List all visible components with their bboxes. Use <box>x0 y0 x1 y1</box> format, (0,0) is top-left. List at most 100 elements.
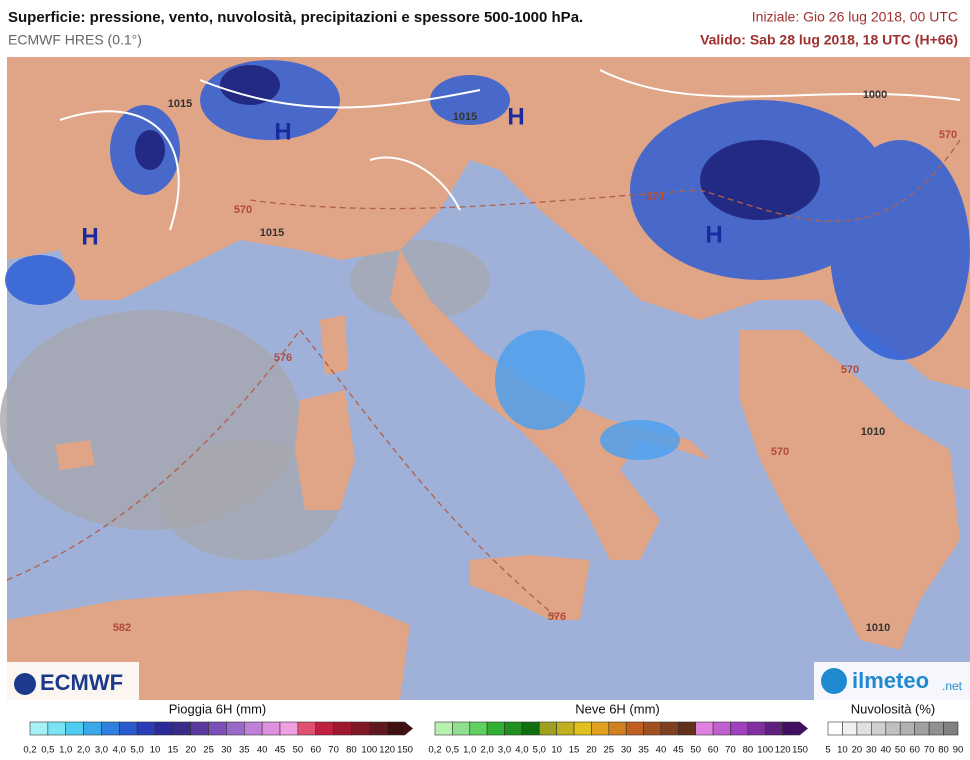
thickness-lines <box>6 139 961 621</box>
isobars <box>59 69 961 231</box>
contour-label: 1015 <box>168 98 192 110</box>
high-pressure-label: H <box>274 118 291 145</box>
contour-label: 1010 <box>861 426 885 438</box>
legend-tick-label: 120 <box>379 745 395 756</box>
logo-icon <box>821 668 847 694</box>
legend-tick-label: 150 <box>397 745 413 756</box>
land-greece <box>740 330 960 650</box>
land-sardinia <box>295 390 355 510</box>
legend-tick-label: 90 <box>953 745 964 756</box>
legend-swatch <box>914 721 930 736</box>
legend-swatch <box>856 721 872 736</box>
cloud <box>160 440 340 560</box>
legend-swatch <box>573 721 592 736</box>
legend-swatch <box>83 721 102 736</box>
logo-icon <box>14 673 36 695</box>
legend-tick-label: 40 <box>880 745 891 756</box>
legend-swatch <box>556 721 575 736</box>
legend-swatch <box>764 721 783 736</box>
legend-tick-label: 120 <box>775 745 791 756</box>
legend-tick-label: 20 <box>586 745 597 756</box>
legend-swatch <box>243 721 263 736</box>
legend-tick-label: 60 <box>909 745 920 756</box>
legend-tick-label: 50 <box>895 745 906 756</box>
legend-tick-label: 4,0 <box>515 745 528 756</box>
legend-tick-label: 2,0 <box>481 745 494 756</box>
legend-title: Nuvolosità (%) <box>851 701 936 716</box>
legend-tick-label: 50 <box>690 745 701 756</box>
contour-label: 1010 <box>866 622 890 634</box>
legend-tick-label: 70 <box>924 745 935 756</box>
legend-swatch <box>591 721 610 736</box>
legend-swatch <box>521 721 540 736</box>
legend-swatch <box>297 721 317 736</box>
contour-label: 570 <box>234 204 252 216</box>
legend-tick-label: 45 <box>275 745 286 756</box>
legend-swatch <box>434 721 453 736</box>
legend-swatch <box>608 721 627 736</box>
legend-tick-label: 0,5 <box>41 745 54 756</box>
contour-label: 1015 <box>260 227 284 239</box>
legend-swatch <box>154 721 174 736</box>
legend-swatch <box>643 721 662 736</box>
legend-tick-label: 15 <box>569 745 580 756</box>
legend-swatch <box>29 721 49 736</box>
legend-swatch <box>827 721 843 736</box>
legend-tick-label: 35 <box>638 745 649 756</box>
legend-swatch <box>333 721 352 736</box>
legend-tick-label: 0,5 <box>446 745 459 756</box>
legend-tick-label: 40 <box>656 745 667 756</box>
legend-tick-label: 1,0 <box>463 745 476 756</box>
heavy-precipitation <box>135 65 820 220</box>
cloud <box>350 240 490 320</box>
legend-tick-label: 40 <box>257 745 268 756</box>
precipitation <box>5 60 970 460</box>
legend-arrow <box>800 722 808 735</box>
legend-swatch <box>47 721 67 736</box>
legend-swatch <box>504 721 523 736</box>
legend-swatch <box>678 721 697 736</box>
legend-swatch <box>118 721 138 736</box>
legend-tick-label: 25 <box>604 745 615 756</box>
contour-label: 570 <box>939 129 957 141</box>
contour-label: 576 <box>274 352 292 364</box>
contour-label: 570 <box>771 446 789 458</box>
logo-ilmeteo: ilmeteo <box>852 668 929 693</box>
contour-label: 1000 <box>863 89 887 101</box>
valid-time: Valido: Sab 28 lug 2018, 18 UTC (H+66) <box>700 32 958 48</box>
legend-swatch <box>712 721 731 736</box>
legend-swatch <box>368 721 388 736</box>
legend-tick-label: 60 <box>310 745 321 756</box>
legend-tick-label: 80 <box>938 745 949 756</box>
legend-swatch <box>538 721 557 736</box>
contour-label: 570 <box>646 191 664 203</box>
legend-tick-label: 50 <box>293 745 304 756</box>
legend-title: Neve 6H (mm) <box>575 701 660 716</box>
logo-ecmwf: ECMWF <box>40 670 123 695</box>
legend-swatch <box>315 721 334 736</box>
legend-swatch <box>452 721 471 736</box>
logo-suffix: .net <box>942 679 963 693</box>
legend-tick-label: 5,0 <box>131 745 144 756</box>
legend-tick-label: 20 <box>185 745 196 756</box>
legend-tick-label: 70 <box>328 745 339 756</box>
legend-tick-label: 80 <box>743 745 754 756</box>
legend-swatch <box>136 721 156 736</box>
legend-swatch <box>386 721 406 736</box>
legend-tick-label: 100 <box>757 745 773 756</box>
legend-swatch <box>943 721 959 736</box>
legend-tick-label: 100 <box>361 745 377 756</box>
legend-tick-label: 35 <box>239 745 250 756</box>
title: Superficie: pressione, vento, nuvolosità… <box>8 9 583 26</box>
legend-swatch <box>928 721 944 736</box>
legend-swatch <box>899 721 915 736</box>
legend-swatch <box>65 721 84 736</box>
contour-label: 570 <box>841 364 859 376</box>
legend-swatch <box>101 721 120 736</box>
map-area: ECMWF ilmeteo .net <box>0 57 970 700</box>
model: ECMWF HRES (0.1°) <box>8 32 142 48</box>
legend-swatch <box>486 721 505 736</box>
legend-swatch <box>695 721 714 736</box>
